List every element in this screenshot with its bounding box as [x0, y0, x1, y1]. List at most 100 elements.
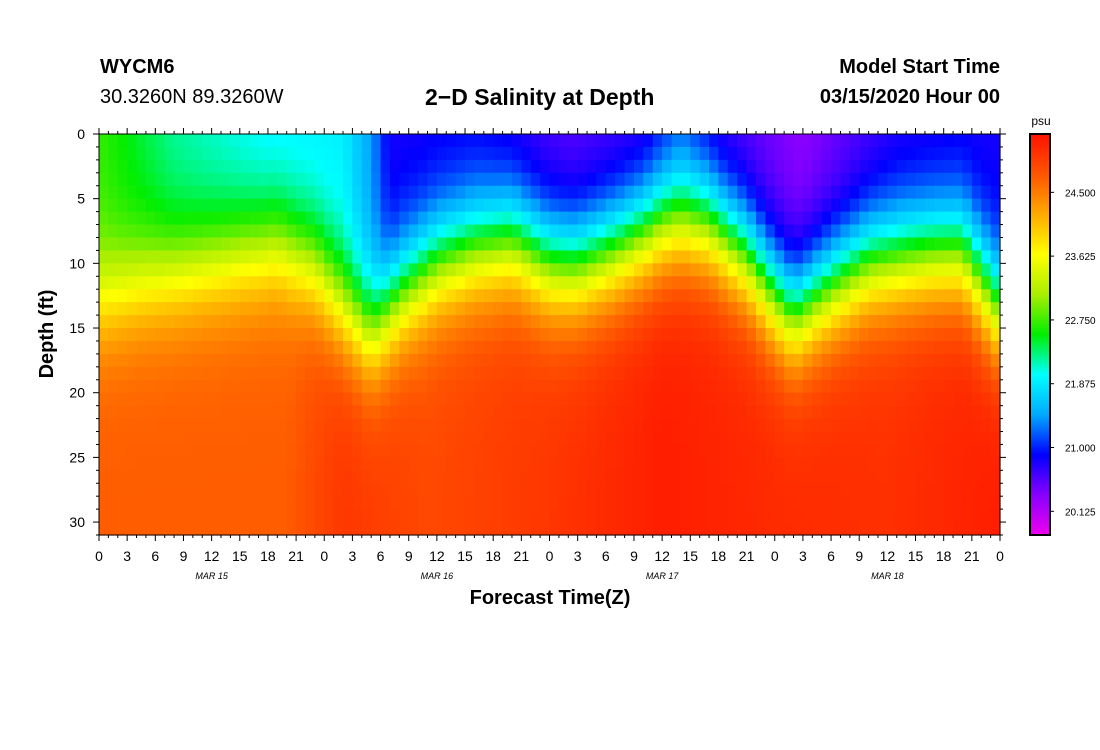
heatmap-cell: [587, 353, 598, 368]
heatmap-cell: [662, 159, 673, 174]
heatmap-cell: [314, 405, 325, 420]
heatmap-cell: [709, 172, 720, 187]
heatmap-cell: [774, 211, 785, 226]
heatmap-cell: [474, 289, 485, 303]
heatmap-cell: [455, 392, 466, 407]
heatmap-cell: [183, 509, 194, 523]
heatmap-cell: [709, 418, 720, 433]
heatmap-cell: [906, 198, 917, 213]
heatmap-cell: [155, 457, 166, 471]
heatmap-cell: [577, 263, 588, 277]
heatmap-cell: [389, 276, 400, 290]
heatmap-cell: [239, 134, 250, 148]
heatmap-cell: [568, 483, 579, 497]
heatmap-cell: [343, 328, 354, 342]
heatmap-cell: [530, 457, 541, 471]
heatmap-cell: [202, 198, 213, 213]
heatmap-cell: [671, 496, 682, 510]
heatmap-cell: [615, 237, 626, 252]
heatmap-cell: [427, 496, 438, 510]
heatmap-cell: [418, 134, 429, 148]
heatmap-cell: [877, 134, 888, 148]
heatmap-cell: [455, 340, 466, 355]
heatmap-cell: [164, 198, 175, 213]
heatmap-cell: [352, 198, 363, 213]
heatmap-cell: [802, 276, 813, 290]
heatmap-cell: [465, 276, 476, 290]
heatmap-cell: [643, 418, 654, 433]
heatmap-cell: [784, 289, 795, 303]
heatmap-cell: [399, 405, 410, 420]
heatmap-cell: [568, 353, 579, 368]
heatmap-cell: [324, 431, 335, 446]
y-tick-label: 20: [69, 385, 85, 401]
heatmap-cell: [737, 418, 748, 433]
heatmap-cell: [934, 418, 945, 433]
heatmap-cell: [474, 392, 485, 407]
heatmap-cell: [605, 366, 616, 381]
heatmap-cell: [615, 405, 626, 420]
heatmap-cell: [455, 263, 466, 277]
heatmap-cell: [802, 431, 813, 446]
heatmap-cell: [849, 146, 860, 161]
heatmap-cell: [474, 185, 485, 200]
heatmap-cell: [652, 366, 663, 381]
heatmap-cell: [446, 431, 457, 446]
heatmap-cell: [990, 224, 1001, 239]
heatmap-cell: [746, 172, 757, 187]
heatmap-cell: [258, 328, 269, 342]
heatmap-cell: [577, 198, 588, 213]
heatmap-cell: [577, 328, 588, 342]
heatmap-cell: [352, 211, 363, 226]
heatmap-cell: [530, 340, 541, 355]
heatmap-cell: [746, 483, 757, 497]
heatmap-cell: [258, 172, 269, 187]
heatmap-cell: [286, 392, 297, 407]
heatmap-cell: [164, 379, 175, 394]
heatmap-cell: [737, 509, 748, 523]
heatmap-cell: [821, 392, 832, 407]
heatmap-cell: [183, 405, 194, 420]
heatmap-cell: [568, 276, 579, 290]
heatmap-cell: [211, 159, 222, 174]
heatmap-cell: [371, 134, 382, 148]
heatmap-cell: [971, 353, 982, 368]
heatmap-cell: [483, 483, 494, 497]
heatmap-cell: [427, 444, 438, 458]
heatmap-cell: [652, 353, 663, 368]
x-tick-label: 3: [349, 548, 357, 564]
heatmap-cell: [755, 263, 766, 277]
heatmap-cell: [296, 224, 307, 239]
heatmap-cell: [943, 172, 954, 187]
heatmap-cell: [314, 353, 325, 368]
heatmap-cell: [465, 263, 476, 277]
heatmap-cell: [680, 263, 691, 277]
heatmap-cell: [690, 522, 701, 536]
heatmap-cell: [671, 250, 682, 264]
heatmap-cell: [493, 522, 504, 536]
heatmap-cell: [859, 211, 870, 226]
heatmap-cell: [831, 444, 842, 458]
heatmap-cell: [352, 483, 363, 497]
heatmap-cell: [709, 211, 720, 226]
heatmap-cell: [530, 159, 541, 174]
heatmap-cell: [737, 353, 748, 368]
heatmap-cell: [709, 496, 720, 510]
heatmap-cell: [962, 250, 973, 264]
heatmap-cell: [690, 509, 701, 523]
heatmap-cell: [352, 418, 363, 433]
heatmap-cell: [136, 250, 147, 264]
heatmap-cell: [511, 431, 522, 446]
heatmap-cell: [934, 198, 945, 213]
heatmap-cell: [587, 470, 598, 484]
heatmap-cell: [737, 366, 748, 381]
heatmap-cell: [521, 392, 532, 407]
heatmap-cell: [812, 470, 823, 484]
heatmap-cell: [267, 198, 278, 213]
heatmap-cell: [906, 146, 917, 161]
heatmap-cell: [802, 418, 813, 433]
heatmap-cell: [558, 379, 569, 394]
heatmap-cell: [117, 172, 128, 187]
chart-title: 2−D Salinity at Depth: [425, 84, 655, 110]
heatmap-cell: [587, 211, 598, 226]
